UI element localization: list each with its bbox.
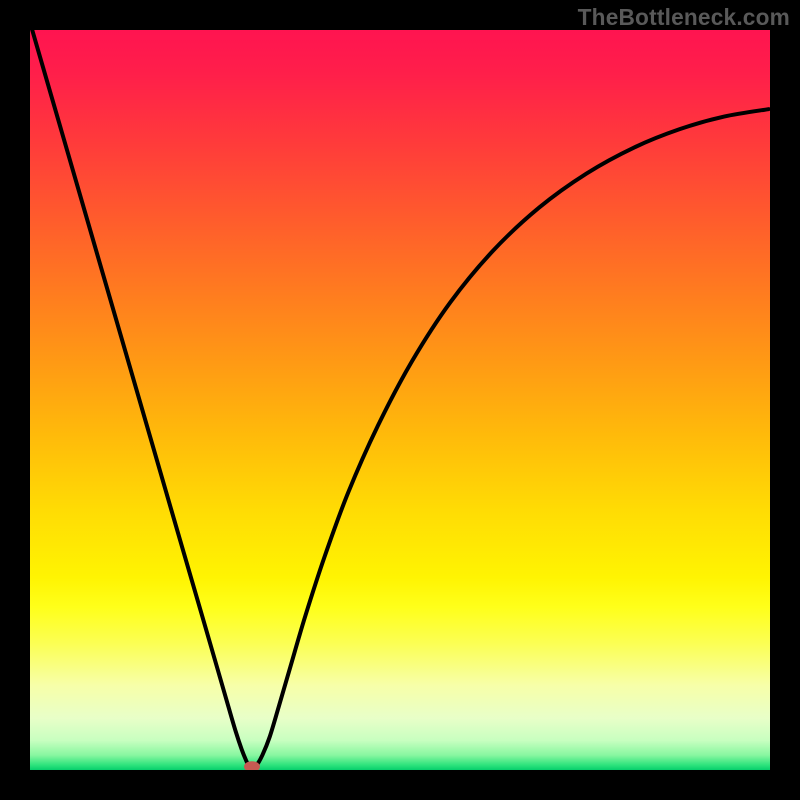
chart-canvas — [0, 0, 800, 800]
bottleneck-chart: TheBottleneck.com — [0, 0, 800, 800]
source-watermark: TheBottleneck.com — [578, 4, 790, 31]
